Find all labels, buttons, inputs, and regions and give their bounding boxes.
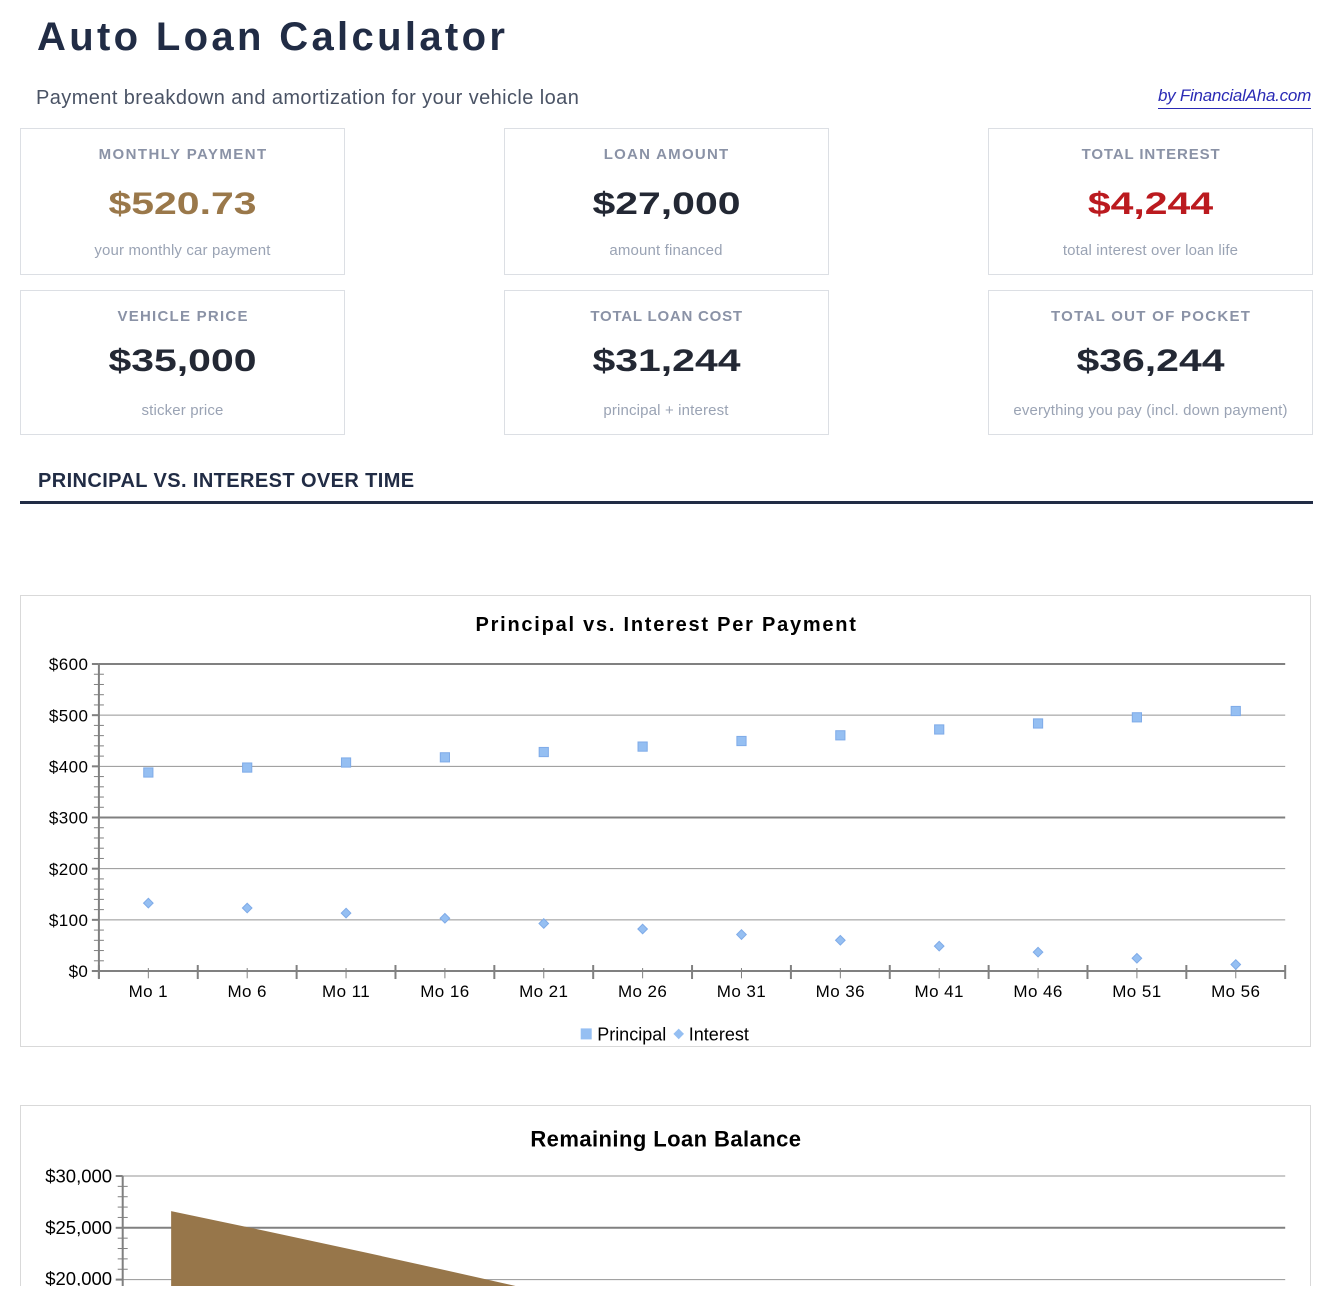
svg-text:Mo 6: Mo 6 bbox=[228, 982, 267, 1001]
svg-text:Mo 51: Mo 51 bbox=[1113, 982, 1162, 1001]
svg-text:Remaining Loan Balance: Remaining Loan Balance bbox=[531, 1126, 802, 1151]
svg-text:Mo 16: Mo 16 bbox=[421, 982, 470, 1001]
svg-text:Mo 11: Mo 11 bbox=[322, 982, 370, 1001]
svg-text:Mo 26: Mo 26 bbox=[618, 982, 667, 1001]
svg-text:$25,000: $25,000 bbox=[46, 1217, 113, 1238]
svg-text:Mo 21: Mo 21 bbox=[519, 982, 568, 1001]
svg-text:Interest: Interest bbox=[689, 1024, 749, 1044]
svg-text:Mo 56: Mo 56 bbox=[1211, 982, 1260, 1001]
svg-text:$200: $200 bbox=[49, 860, 88, 879]
svg-text:Mo 46: Mo 46 bbox=[1014, 982, 1063, 1001]
svg-text:Mo 31: Mo 31 bbox=[717, 982, 766, 1001]
svg-text:Mo 41: Mo 41 bbox=[915, 982, 964, 1001]
svg-text:$30,000: $30,000 bbox=[46, 1165, 113, 1186]
svg-text:Principal vs. Interest Per Pay: Principal vs. Interest Per Payment bbox=[476, 613, 858, 635]
svg-text:Principal: Principal bbox=[598, 1024, 667, 1044]
svg-text:$100: $100 bbox=[49, 911, 88, 930]
svg-text:$400: $400 bbox=[49, 757, 88, 776]
svg-text:Mo 36: Mo 36 bbox=[816, 982, 865, 1001]
svg-text:$500: $500 bbox=[49, 706, 88, 725]
svg-text:$0: $0 bbox=[69, 962, 89, 981]
svg-text:$20,000: $20,000 bbox=[46, 1267, 113, 1286]
svg-text:$300: $300 bbox=[49, 808, 88, 827]
svg-text:Mo 1: Mo 1 bbox=[129, 982, 168, 1001]
svg-text:$600: $600 bbox=[49, 655, 88, 674]
